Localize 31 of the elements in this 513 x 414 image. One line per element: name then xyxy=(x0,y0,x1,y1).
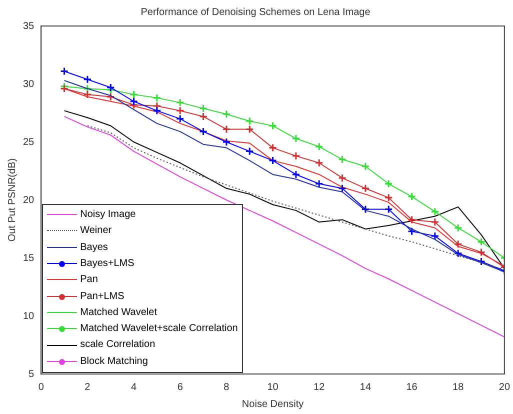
x-tick-label: 14 xyxy=(360,382,372,393)
legend-label: Matched Wavelet xyxy=(80,306,157,320)
x-tick-label: 18 xyxy=(452,382,464,393)
legend-label: Weiner xyxy=(80,224,112,238)
x-tick-label: 6 xyxy=(177,382,184,393)
legend-label: Matched Wavelet+scale Correlation xyxy=(80,322,238,336)
x-tick-label: 12 xyxy=(314,382,326,393)
y-tick-label: 5 xyxy=(28,368,35,380)
y-tick-label: 20 xyxy=(23,194,35,206)
legend-label: Noisy Image xyxy=(80,208,136,222)
y-tick-label: 10 xyxy=(23,310,35,322)
x-tick-label: 4 xyxy=(131,382,138,393)
legend-label: Pan xyxy=(80,273,98,288)
x-tick-label: 20 xyxy=(498,382,510,393)
chart-title: Performance of Denoising Schemes on Lena Image xyxy=(140,6,371,18)
y-tick-label: 25 xyxy=(23,136,35,148)
x-tick-label: 0 xyxy=(38,382,44,393)
legend-label: scale Correlation xyxy=(80,338,156,352)
y-tick-label: 30 xyxy=(23,78,35,90)
x-tick-label: 10 xyxy=(267,382,279,393)
y-tick-label: 35 xyxy=(23,20,35,32)
legend-label: Pan+LMS xyxy=(80,290,124,304)
y-axis-title: Out Put PSNR(dB) xyxy=(6,158,18,242)
x-axis-title: Noise Density xyxy=(242,398,304,410)
x-tick-label: 8 xyxy=(224,382,230,393)
x-tick-label: 16 xyxy=(406,382,418,393)
legend-label: Bayes xyxy=(80,240,108,255)
legend-label: Bayes+LMS xyxy=(80,256,134,271)
y-tick-label: 15 xyxy=(23,252,35,264)
x-tick-label: 2 xyxy=(84,382,91,393)
legend-label: Block Matching xyxy=(80,354,148,369)
